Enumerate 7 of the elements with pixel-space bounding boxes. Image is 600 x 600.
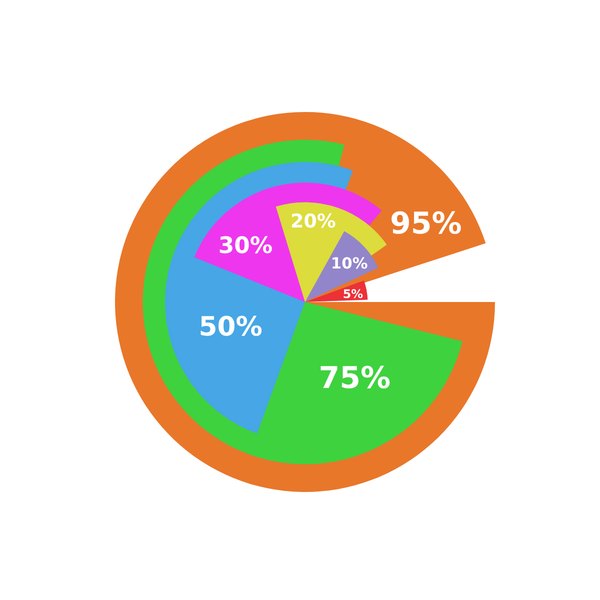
data-label: 30% <box>218 233 273 260</box>
data-label: 50% <box>198 311 262 342</box>
data-label: 95% <box>390 206 462 242</box>
data-label: 75% <box>318 360 391 396</box>
data-label: 5% <box>342 286 364 301</box>
data-label: 20% <box>290 210 336 232</box>
data-label: 10% <box>330 254 368 272</box>
